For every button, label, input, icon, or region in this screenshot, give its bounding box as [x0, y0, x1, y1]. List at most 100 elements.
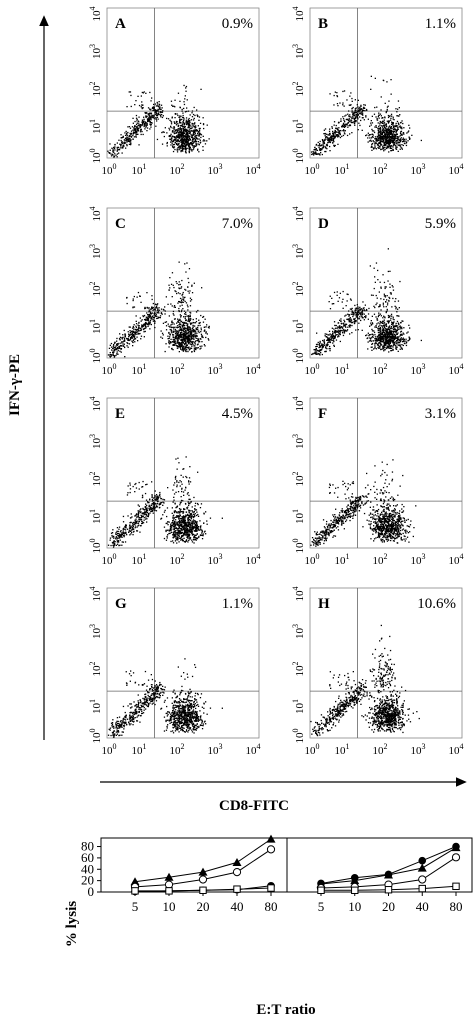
event-dot [194, 347, 196, 349]
event-dot [392, 124, 394, 126]
event-dot [185, 347, 187, 349]
event-dot [133, 338, 135, 340]
event-dot [325, 347, 327, 349]
event-dot [379, 332, 381, 334]
event-dot [174, 106, 176, 108]
y-tick-exponent: 3 [291, 244, 300, 248]
event-dot [346, 300, 348, 302]
event-dot [397, 328, 399, 330]
event-dot [197, 337, 199, 340]
event-dot [194, 523, 197, 526]
event-dot [126, 132, 128, 134]
event-dot [181, 124, 183, 126]
event-dot [150, 312, 152, 314]
event-dot [135, 328, 137, 331]
event-dot [188, 511, 190, 513]
event-dot [115, 544, 117, 546]
event-dot [357, 306, 359, 308]
event-dot [131, 327, 134, 329]
event-dot [126, 302, 128, 305]
event-dot [390, 332, 392, 334]
event-dot [199, 345, 201, 347]
event-dot [126, 534, 128, 536]
event-dot [325, 150, 327, 153]
event-dot [186, 339, 188, 341]
event-dot [112, 149, 114, 152]
x-tick-exponent: 0 [316, 162, 320, 171]
event-dot [134, 334, 136, 336]
event-dot [120, 534, 122, 536]
event-dot [185, 119, 187, 121]
event-dot [393, 126, 395, 129]
event-dot [136, 336, 138, 338]
event-dot [126, 528, 129, 530]
event-dot [389, 341, 392, 343]
event-dot [377, 279, 379, 281]
event-dot [192, 140, 194, 142]
event-dot [121, 147, 123, 149]
event-dot [384, 133, 386, 135]
event-dot [116, 351, 118, 353]
event-dot [183, 332, 185, 334]
event-dot [391, 339, 393, 341]
event-dot [345, 123, 348, 126]
event-dot [384, 116, 386, 118]
event-dot [170, 120, 172, 123]
event-dot [184, 340, 187, 342]
event-dot [138, 123, 140, 125]
event-dot [141, 325, 143, 327]
event-dot [115, 533, 117, 535]
event-dot [160, 312, 163, 314]
event-dot [318, 146, 320, 149]
event-dot [385, 135, 387, 137]
event-dot [163, 135, 165, 138]
event-dot [189, 131, 191, 133]
event-dot [182, 349, 184, 351]
event-dot [336, 294, 338, 296]
event-dot [184, 317, 186, 320]
event-dot [387, 122, 390, 124]
event-dot [180, 339, 182, 341]
event-dot [353, 118, 355, 121]
event-dot [117, 349, 119, 352]
event-dot [396, 143, 398, 145]
event-dot [163, 309, 165, 311]
event-dot [334, 91, 336, 93]
event-dot [170, 324, 172, 326]
event-dot [186, 123, 188, 126]
event-dot [128, 530, 130, 532]
event-dot [125, 130, 127, 133]
event-dot [151, 97, 153, 99]
event-dot [377, 138, 380, 140]
event-dot [124, 525, 127, 527]
event-dot [379, 147, 381, 149]
event-dot [382, 330, 385, 332]
event-dot [354, 108, 356, 110]
event-dot [173, 344, 175, 346]
event-dot [365, 134, 367, 137]
event-dot [187, 335, 190, 337]
event-dot [361, 316, 363, 318]
event-dot [199, 139, 201, 141]
event-dot [172, 349, 174, 351]
event-dot [196, 335, 198, 337]
event-dot [322, 147, 325, 149]
event-dot [390, 125, 393, 128]
event-dot [159, 502, 161, 504]
event-dot [342, 290, 344, 293]
event-dot [185, 335, 187, 338]
event-dot [332, 339, 334, 342]
event-dot [183, 299, 185, 301]
event-dot [129, 139, 131, 141]
event-dot [349, 333, 351, 335]
event-dot [375, 316, 377, 318]
event-dot [128, 136, 130, 138]
event-dot [142, 512, 144, 514]
event-dot [204, 329, 206, 331]
event-dot [331, 336, 333, 338]
event-dot [118, 149, 121, 151]
event-dot [157, 500, 159, 502]
event-dot [168, 532, 170, 535]
event-dot [316, 349, 319, 351]
event-dot [393, 330, 395, 333]
